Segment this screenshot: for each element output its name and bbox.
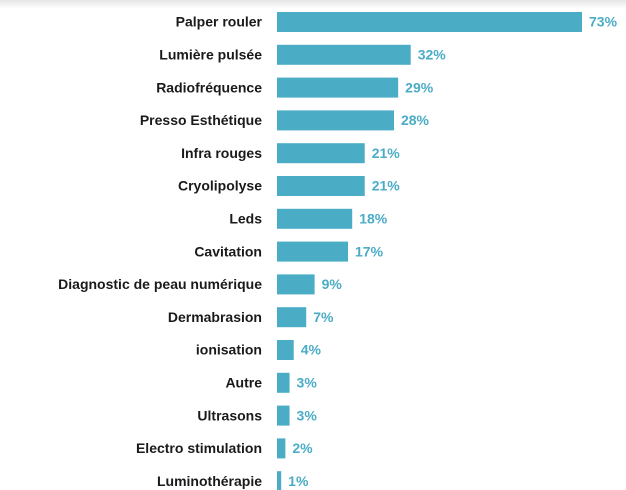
category-label: Cryolipolyse [178, 178, 262, 194]
bar [277, 110, 394, 131]
bar [277, 307, 307, 328]
bar [277, 176, 365, 196]
category-label: Diagnostic de peau numérique [58, 276, 262, 292]
value-label: 32% [418, 47, 447, 63]
bar [277, 241, 349, 262]
bar [277, 438, 286, 459]
bar [277, 471, 282, 490]
value-label: 21% [372, 178, 401, 194]
category-label: Electro stimulation [136, 440, 262, 456]
category-label: Autre [225, 375, 262, 391]
value-label: 7% [313, 309, 334, 325]
value-label: 21% [372, 145, 401, 161]
value-label: 28% [401, 112, 430, 128]
bar [277, 274, 315, 295]
value-label: 17% [355, 243, 384, 259]
category-label: Ultrasons [197, 407, 262, 423]
category-label: Luminothérapie [157, 473, 262, 489]
value-label: 4% [301, 342, 322, 358]
value-label: 29% [405, 79, 434, 95]
category-label: Infra rouges [181, 145, 262, 161]
value-label: 3% [297, 407, 318, 423]
bar [277, 44, 411, 65]
value-label: 3% [297, 375, 318, 391]
category-label: ionisation [196, 342, 262, 358]
bar [277, 405, 290, 426]
value-label: 9% [322, 276, 343, 292]
category-label: Lumière pulsée [159, 47, 262, 63]
value-label: 1% [288, 473, 309, 489]
value-label: 18% [359, 211, 388, 227]
category-label: Dermabrasion [168, 309, 262, 325]
bar [277, 77, 399, 98]
category-label: Palper rouler [176, 14, 263, 30]
bar [277, 12, 582, 32]
category-label: Radiofréquence [156, 79, 262, 95]
bar [277, 372, 290, 393]
category-label: Leds [229, 211, 262, 227]
value-label: 73% [589, 14, 618, 30]
bar [277, 143, 365, 164]
category-label: Presso Esthétique [140, 112, 262, 128]
bar [277, 340, 294, 360]
top-shadow [0, 0, 626, 9]
value-label: 2% [292, 440, 313, 456]
bar [277, 208, 353, 229]
category-label: Cavitation [194, 243, 262, 259]
